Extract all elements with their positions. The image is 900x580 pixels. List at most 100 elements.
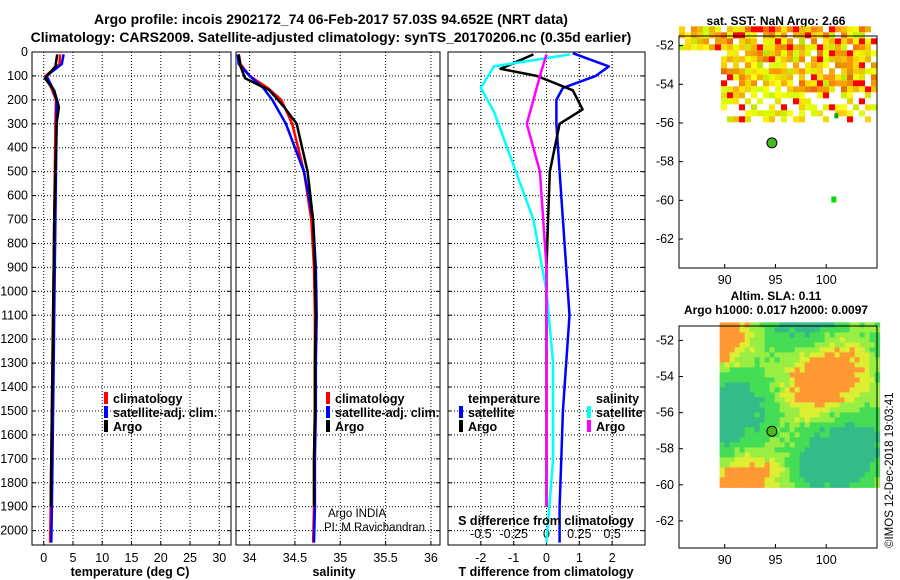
sst-cell — [823, 116, 829, 123]
sst-cell — [757, 98, 763, 105]
sla-cell — [789, 352, 796, 358]
sla-cell — [759, 337, 766, 343]
sla-cell — [854, 412, 861, 418]
sla-cell — [864, 367, 871, 373]
legend-label-argo: Argo — [113, 420, 143, 434]
sla-cell — [769, 327, 776, 333]
sla-cell — [759, 397, 766, 403]
sla-cell — [779, 417, 786, 423]
sst-cell — [763, 44, 769, 51]
sla-cell — [779, 442, 786, 448]
legend-label-t-satellite: satellite — [468, 406, 515, 420]
sla-cell — [754, 417, 761, 423]
sst-cell — [685, 38, 691, 45]
sla-cell — [869, 327, 876, 333]
sla-cell — [739, 377, 746, 383]
sla-cell — [814, 477, 821, 483]
sst-cell — [751, 56, 757, 63]
sla-cell — [764, 417, 771, 423]
sst-cell — [739, 26, 745, 33]
depth-tick-label: 1800 — [0, 476, 28, 490]
sst-cell — [733, 116, 739, 123]
sla-cell — [859, 432, 866, 438]
sla-cell — [824, 467, 831, 473]
sla-cell — [784, 437, 791, 443]
sla-cell — [864, 382, 871, 388]
sla-cell — [859, 372, 866, 378]
sla-cell — [764, 337, 771, 343]
sla-cell — [719, 477, 726, 483]
sst-cell — [853, 104, 859, 111]
sla-cell — [859, 397, 866, 403]
sla-cell — [769, 387, 776, 393]
sst-cell — [847, 32, 853, 39]
sla-cell — [779, 412, 786, 418]
sla-cell — [859, 472, 866, 478]
legend-swatch-s-argo — [587, 420, 591, 432]
sla-cell — [854, 352, 861, 358]
sst-cell — [835, 104, 841, 111]
sla-cell — [839, 362, 846, 368]
sla-cell — [719, 482, 726, 488]
sla-cell — [744, 442, 751, 448]
sla-cell — [724, 427, 731, 433]
sla-cell — [804, 342, 811, 348]
sst-cell — [733, 74, 739, 81]
sla-cell — [839, 352, 846, 358]
sla-cell — [784, 467, 791, 473]
sst-cell — [865, 86, 871, 93]
sla-cell — [734, 422, 741, 428]
sla-cell — [729, 472, 736, 478]
sla-cell — [779, 322, 786, 328]
sla-cell — [799, 462, 806, 468]
sst-cell — [841, 110, 847, 117]
sla-cell — [789, 442, 796, 448]
sla-cell — [849, 462, 856, 468]
sst-cell — [757, 44, 763, 51]
sst-cell — [841, 104, 847, 111]
sla-cell — [834, 437, 841, 443]
sla-cell — [859, 427, 866, 433]
sst-cell — [823, 44, 829, 51]
sla-cell — [814, 432, 821, 438]
sla-cell — [744, 447, 751, 453]
sla-cell — [764, 452, 771, 458]
sst-cell — [817, 26, 823, 33]
sla-cell — [754, 342, 761, 348]
sla-cell — [739, 327, 746, 333]
sla-cell — [724, 457, 731, 463]
sst-cell — [745, 74, 751, 81]
sla-cell — [719, 412, 726, 418]
depth-tick-label: 1400 — [0, 380, 28, 394]
sla-cell — [719, 322, 726, 328]
sla-cell — [779, 422, 786, 428]
sst-cell — [781, 44, 787, 51]
sla-cell — [729, 397, 736, 403]
sla-cell — [854, 397, 861, 403]
sla-cell — [739, 457, 746, 463]
sla-cell — [739, 427, 746, 433]
sla-cell — [824, 372, 831, 378]
sla-cell — [724, 407, 731, 413]
sst-cell — [781, 92, 787, 99]
sst-cell — [799, 116, 805, 123]
sst-cell — [823, 32, 829, 39]
sla-cell — [749, 417, 756, 423]
sst-cell — [817, 44, 823, 51]
sla-cell — [804, 467, 811, 473]
sla-cell — [814, 397, 821, 403]
sla-cell — [824, 427, 831, 433]
sla-cell — [729, 457, 736, 463]
sla-cell — [799, 367, 806, 373]
sla-cell — [844, 332, 851, 338]
sla-cell — [849, 362, 856, 368]
sst-cell — [811, 26, 817, 33]
sst-cell — [757, 62, 763, 69]
sla-cell — [719, 447, 726, 453]
sla-cell — [784, 367, 791, 373]
sla-cell — [849, 337, 856, 343]
sla-cell — [774, 392, 781, 398]
sla-cell — [819, 482, 826, 488]
legend-label-t-argo: Argo — [468, 420, 498, 434]
sla-cell — [779, 352, 786, 358]
